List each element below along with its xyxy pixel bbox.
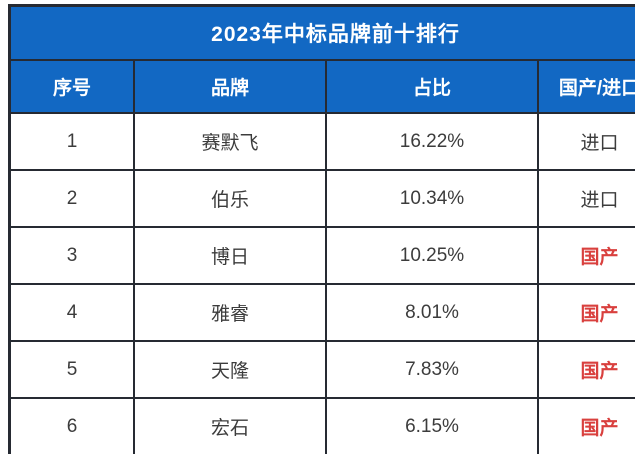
cell-share: 8.01% (327, 285, 537, 340)
cell-brand: 雅睿 (135, 285, 325, 340)
cell-rank: 2 (11, 171, 133, 226)
column-header-origin: 国产/进口 (539, 61, 635, 112)
cell-share: 16.22% (327, 114, 537, 169)
cell-brand: 伯乐 (135, 171, 325, 226)
cell-brand: 博日 (135, 228, 325, 283)
cell-share: 7.83% (327, 342, 537, 397)
cell-rank: 3 (11, 228, 133, 283)
cell-rank: 6 (11, 399, 133, 454)
cell-share: 10.34% (327, 171, 537, 226)
column-header-share: 占比 (327, 61, 537, 112)
cell-rank: 1 (11, 114, 133, 169)
cell-origin: 国产 (539, 285, 635, 340)
cell-rank: 5 (11, 342, 133, 397)
cell-brand: 赛默飞 (135, 114, 325, 169)
cell-origin: 进口 (539, 171, 635, 226)
cell-brand: 天隆 (135, 342, 325, 397)
cell-origin: 国产 (539, 399, 635, 454)
cell-origin: 国产 (539, 228, 635, 283)
cell-share: 6.15% (327, 399, 537, 454)
cell-share: 10.25% (327, 228, 537, 283)
cell-rank: 4 (11, 285, 133, 340)
cell-brand: 宏石 (135, 399, 325, 454)
column-header-brand: 品牌 (135, 61, 325, 112)
ranking-table: 2023年中标品牌前十排行 序号 品牌 占比 国产/进口 1 赛默飞 16.22… (8, 4, 635, 454)
column-header-rank: 序号 (11, 61, 133, 112)
cell-origin: 进口 (539, 114, 635, 169)
cell-origin: 国产 (539, 342, 635, 397)
table-title: 2023年中标品牌前十排行 (11, 7, 635, 59)
